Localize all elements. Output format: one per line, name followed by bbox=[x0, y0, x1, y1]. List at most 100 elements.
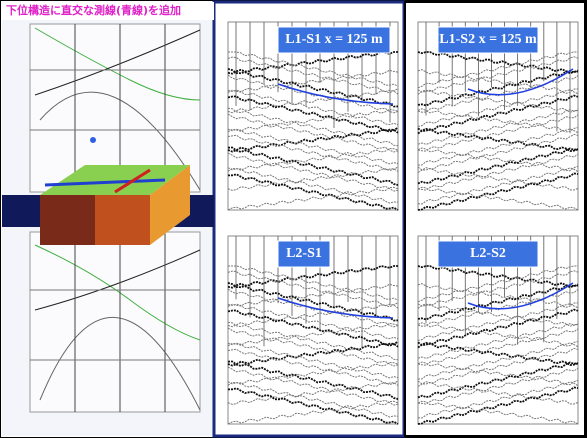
left-bottom-plot bbox=[29, 231, 201, 413]
reflection bbox=[417, 283, 579, 309]
reflection bbox=[417, 341, 579, 367]
reflection bbox=[417, 165, 579, 205]
model-block bbox=[40, 165, 190, 245]
reflection bbox=[417, 308, 579, 349]
reflection bbox=[417, 322, 579, 348]
reflection bbox=[417, 108, 579, 134]
reflection bbox=[417, 186, 579, 211]
reflection bbox=[227, 107, 399, 147]
reflection bbox=[417, 361, 579, 399]
reflection bbox=[228, 51, 399, 87]
reflection bbox=[417, 127, 579, 166]
reflection bbox=[227, 113, 399, 153]
reflection bbox=[227, 51, 398, 75]
reflection bbox=[417, 51, 578, 89]
reflection bbox=[417, 379, 579, 419]
reflection bbox=[227, 303, 399, 340]
reflection bbox=[417, 302, 579, 341]
label-box bbox=[277, 240, 331, 268]
reflection bbox=[227, 327, 399, 367]
reflection bbox=[227, 126, 399, 153]
reflection bbox=[227, 173, 399, 211]
reflection bbox=[417, 109, 579, 145]
reflection bbox=[227, 74, 399, 114]
reflection bbox=[417, 347, 579, 387]
reflection bbox=[227, 88, 399, 114]
reflection bbox=[227, 366, 399, 406]
reflection bbox=[417, 380, 579, 405]
reflection bbox=[227, 322, 399, 347]
reflection bbox=[227, 68, 399, 108]
reflection bbox=[417, 69, 579, 107]
reflection bbox=[227, 108, 399, 133]
reflection bbox=[417, 270, 579, 309]
reflection bbox=[227, 186, 399, 211]
reflection bbox=[227, 342, 399, 379]
reflection bbox=[417, 94, 579, 135]
reflection bbox=[417, 341, 579, 380]
slide-title: 下位構造に直交な測線(青線)を追加 bbox=[6, 3, 181, 17]
reflection bbox=[227, 380, 399, 405]
reflection bbox=[417, 172, 579, 211]
reflection bbox=[417, 153, 579, 191]
reflection bbox=[417, 361, 579, 387]
seismogram: L1-S2 x = 125 m bbox=[417, 21, 579, 211]
reflection bbox=[227, 152, 399, 192]
first-arrival bbox=[277, 83, 394, 105]
reflection bbox=[227, 309, 399, 348]
seismogram: L2-S1 bbox=[227, 235, 399, 425]
reflection bbox=[227, 387, 399, 425]
reflection bbox=[417, 386, 579, 425]
seismogram: L1-S1 x = 125 m bbox=[227, 21, 399, 211]
reflection bbox=[227, 361, 399, 386]
reflection bbox=[417, 265, 579, 289]
panel-label: L2-S2 bbox=[470, 246, 506, 261]
reflection bbox=[228, 265, 399, 301]
reflection bbox=[227, 167, 399, 204]
reflection bbox=[227, 166, 399, 191]
label-box bbox=[277, 26, 391, 54]
reflection bbox=[227, 89, 399, 126]
reflection bbox=[417, 166, 579, 191]
seismogram: L2-S2 bbox=[417, 235, 579, 425]
reflection bbox=[417, 147, 579, 185]
reflection bbox=[417, 75, 579, 113]
reflection bbox=[417, 328, 579, 366]
reflection bbox=[227, 360, 399, 400]
reflection bbox=[417, 69, 579, 95]
reflection bbox=[417, 367, 579, 405]
first-arrival bbox=[277, 297, 394, 319]
title-bg bbox=[2, 2, 214, 20]
reflection bbox=[227, 69, 399, 93]
reflection bbox=[417, 88, 579, 127]
reflection bbox=[227, 348, 399, 386]
first-arrival bbox=[467, 282, 574, 310]
reflection bbox=[417, 303, 579, 327]
reflection bbox=[227, 400, 399, 425]
reflection bbox=[227, 282, 399, 322]
reflection bbox=[417, 147, 579, 173]
reflection bbox=[417, 89, 579, 113]
reflection bbox=[227, 283, 399, 307]
label-box bbox=[437, 240, 539, 268]
reflection bbox=[417, 289, 579, 327]
reflection bbox=[227, 340, 399, 367]
reflection bbox=[227, 321, 399, 361]
reflection bbox=[227, 381, 399, 418]
reflection bbox=[417, 283, 579, 321]
reflection bbox=[227, 270, 399, 309]
reflection bbox=[227, 56, 399, 95]
first-arrival bbox=[467, 68, 574, 96]
panel-label: L1-S1 x = 125 m bbox=[285, 32, 383, 47]
reflection bbox=[417, 127, 579, 153]
reflection bbox=[227, 128, 399, 165]
panel-label: L2-S1 bbox=[286, 246, 322, 261]
reflection bbox=[227, 134, 399, 172]
reflection bbox=[227, 265, 398, 289]
reflection bbox=[417, 400, 579, 425]
reflection bbox=[417, 133, 579, 173]
reflection bbox=[227, 147, 399, 172]
reflection bbox=[417, 265, 578, 303]
